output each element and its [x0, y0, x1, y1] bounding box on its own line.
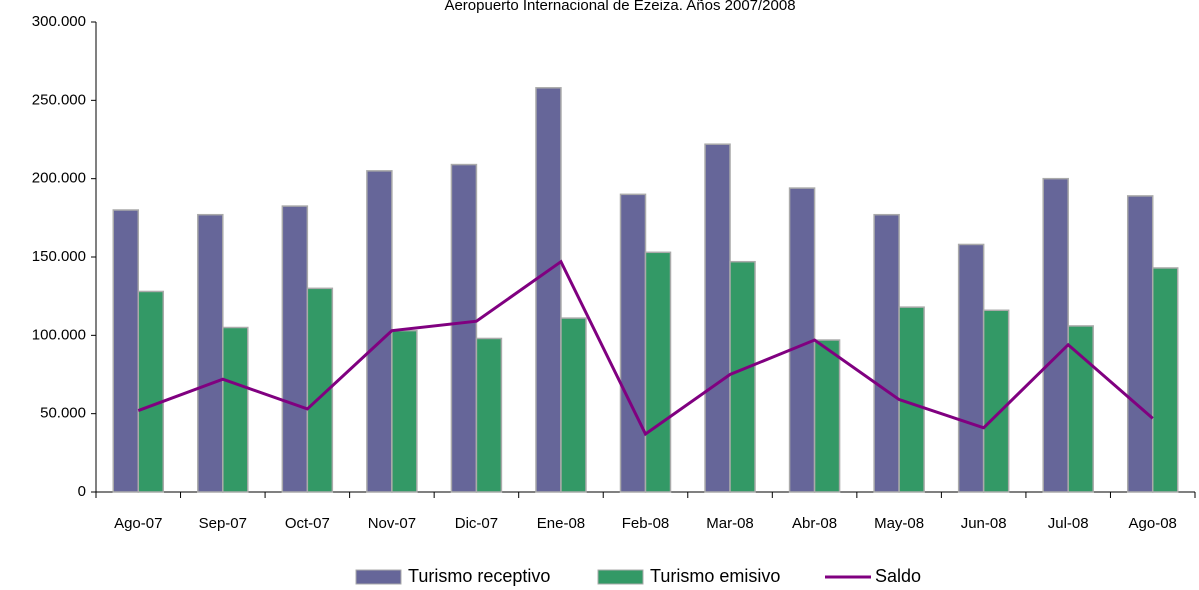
bar — [873, 213, 900, 493]
x-tick-label: Abr-08 — [792, 515, 837, 532]
y-tick-label: 250.000 — [32, 91, 86, 108]
x-tick-label: Ago-07 — [114, 515, 162, 532]
x-tick-label: May-08 — [874, 515, 924, 532]
y-tick-label: 200.000 — [32, 170, 86, 187]
y-tick-label: 50.000 — [40, 405, 86, 422]
legend-swatch — [597, 569, 644, 585]
bar — [450, 163, 478, 493]
y-tick-label: 100.000 — [32, 326, 86, 343]
bar — [222, 326, 249, 493]
y-tick-label: 300.000 — [32, 13, 86, 30]
bar — [475, 337, 503, 493]
legend-swatch — [355, 569, 402, 585]
legend-label: Saldo — [875, 566, 921, 586]
bar — [535, 87, 562, 493]
x-tick-label: Mar-08 — [706, 515, 754, 532]
bar — [729, 260, 756, 493]
x-tick-label: Feb-08 — [622, 515, 670, 532]
bar — [281, 205, 309, 493]
x-tick-label: Jul-08 — [1048, 515, 1089, 532]
bar — [391, 329, 418, 493]
x-tick-label: Jun-08 — [961, 515, 1007, 532]
y-tick-label: 0 — [78, 483, 86, 500]
bar — [112, 209, 140, 493]
bar — [1126, 195, 1154, 493]
bar — [644, 251, 672, 493]
legend-label: Turismo emisivo — [650, 566, 780, 586]
x-tick-label: Sep-07 — [199, 515, 247, 532]
legend-label: Turismo receptivo — [408, 566, 550, 586]
x-tick-label: Ago-08 — [1129, 515, 1177, 532]
bar — [788, 187, 816, 493]
x-tick-label: Ene-08 — [537, 515, 585, 532]
bar — [197, 213, 224, 493]
y-tick-label: 150.000 — [32, 248, 86, 265]
bar — [560, 317, 587, 493]
x-tick-label: Dic-07 — [455, 515, 498, 532]
bar — [1151, 267, 1179, 493]
bar — [619, 193, 647, 493]
x-tick-label: Oct-07 — [285, 515, 330, 532]
bar — [137, 290, 165, 493]
chart-title: Aeropuerto Internacional de Ezeiza. Años… — [444, 0, 795, 14]
x-tick-label: Nov-07 — [368, 515, 416, 532]
bar — [982, 309, 1010, 493]
bar — [704, 143, 731, 493]
line — [137, 259, 1154, 437]
bar — [957, 243, 985, 493]
bar — [1067, 325, 1094, 493]
bar — [813, 339, 841, 493]
bar — [366, 170, 393, 493]
bar — [1042, 177, 1069, 493]
